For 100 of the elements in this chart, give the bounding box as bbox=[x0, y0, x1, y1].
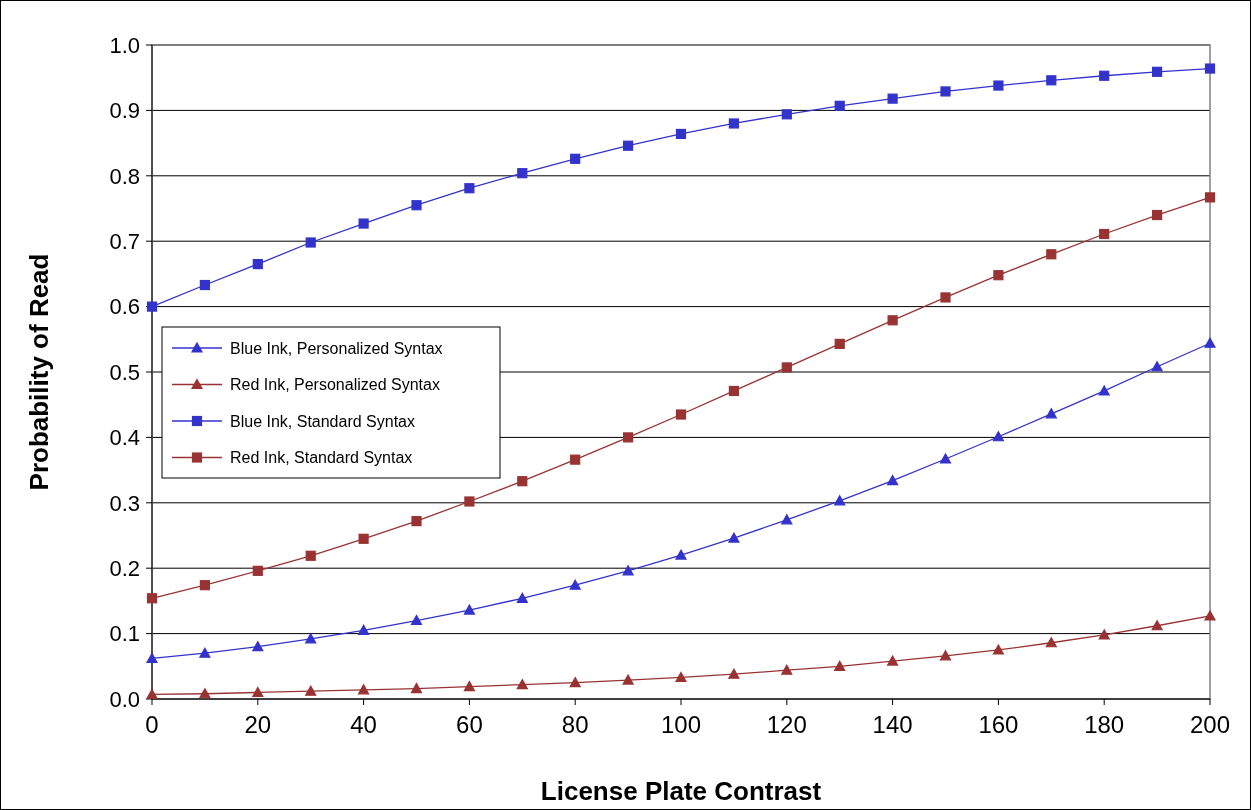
point bbox=[569, 579, 581, 590]
legend-label: Blue Ink, Personalized Syntax bbox=[230, 339, 443, 357]
x-tick-label: 80 bbox=[561, 711, 589, 738]
y-tick-label: 0.1 bbox=[109, 621, 140, 647]
point bbox=[1152, 66, 1163, 77]
point bbox=[305, 685, 317, 696]
point bbox=[463, 680, 475, 692]
point bbox=[834, 660, 846, 671]
point bbox=[1151, 361, 1163, 372]
x-tick-label: 200 bbox=[1189, 711, 1231, 738]
point bbox=[993, 270, 1004, 281]
point bbox=[728, 385, 739, 397]
point bbox=[410, 682, 423, 694]
point bbox=[623, 432, 634, 443]
point bbox=[939, 453, 952, 464]
point bbox=[199, 580, 210, 591]
point bbox=[622, 565, 634, 576]
y-axis-title: Probability of Read bbox=[24, 253, 54, 491]
point bbox=[569, 677, 581, 688]
point bbox=[570, 454, 581, 465]
y-tick-label: 0.3 bbox=[109, 490, 140, 516]
point bbox=[834, 338, 845, 349]
point bbox=[1045, 637, 1057, 648]
point bbox=[199, 647, 211, 658]
point bbox=[252, 258, 263, 270]
point bbox=[675, 128, 687, 140]
point bbox=[1152, 209, 1163, 221]
point bbox=[781, 664, 793, 675]
x-tick-label: 120 bbox=[766, 711, 807, 738]
point bbox=[781, 514, 793, 525]
point bbox=[1204, 63, 1216, 74]
point bbox=[516, 592, 528, 603]
point bbox=[516, 679, 528, 690]
point bbox=[940, 86, 951, 97]
point bbox=[887, 655, 899, 666]
y-tick-label: 0.8 bbox=[109, 163, 140, 189]
point bbox=[358, 218, 369, 229]
point bbox=[728, 668, 740, 679]
point bbox=[517, 476, 528, 487]
point bbox=[1046, 249, 1057, 260]
legend-label: Red Ink, Personalized Syntax bbox=[230, 376, 440, 394]
point bbox=[887, 93, 898, 104]
point bbox=[887, 315, 898, 326]
point bbox=[410, 614, 423, 626]
y-tick-label: 0.6 bbox=[109, 294, 140, 320]
point bbox=[1151, 620, 1163, 631]
x-tick-label: 140 bbox=[872, 711, 913, 738]
x-axis-title: License Plate Contrast bbox=[540, 776, 822, 806]
point bbox=[358, 684, 370, 695]
y-tick-label: 0.2 bbox=[109, 555, 140, 581]
legend-label: Red Ink, Standard Syntax bbox=[230, 449, 413, 467]
point bbox=[675, 549, 687, 560]
x-tick-label: 0 bbox=[145, 711, 159, 738]
point bbox=[728, 118, 739, 129]
point bbox=[1099, 228, 1110, 240]
x-tick-label: 20 bbox=[244, 711, 272, 738]
point bbox=[728, 532, 740, 543]
point bbox=[1045, 408, 1057, 419]
point bbox=[199, 688, 211, 699]
point bbox=[1204, 337, 1216, 348]
y-tick-label: 0.7 bbox=[109, 228, 140, 254]
point bbox=[940, 292, 951, 303]
y-tick-label: 0.0 bbox=[109, 686, 140, 712]
x-tick-label: 100 bbox=[660, 711, 702, 738]
y-tick-label: 1.0 bbox=[109, 32, 140, 58]
point bbox=[1204, 192, 1216, 203]
point bbox=[146, 652, 158, 664]
point bbox=[1098, 385, 1110, 396]
point bbox=[834, 100, 845, 111]
point bbox=[464, 183, 475, 194]
point bbox=[1099, 70, 1110, 81]
point bbox=[305, 550, 316, 561]
y-tick-label: 0.9 bbox=[109, 98, 140, 124]
point bbox=[675, 671, 687, 683]
point bbox=[623, 140, 634, 151]
x-tick-label: 60 bbox=[456, 711, 483, 738]
point bbox=[781, 109, 792, 120]
point bbox=[252, 686, 264, 698]
point bbox=[992, 431, 1004, 442]
point bbox=[463, 604, 475, 615]
y-tick-label: 0.5 bbox=[109, 359, 140, 385]
x-tick-label: 40 bbox=[350, 711, 377, 738]
y-tick-label: 0.4 bbox=[109, 425, 140, 451]
point bbox=[1098, 629, 1110, 640]
point bbox=[992, 644, 1004, 655]
point bbox=[252, 565, 263, 576]
point bbox=[570, 153, 581, 164]
x-tick-label: 160 bbox=[978, 711, 1019, 738]
point bbox=[411, 200, 422, 211]
point bbox=[411, 516, 422, 527]
point bbox=[146, 593, 158, 604]
point bbox=[358, 533, 369, 544]
point bbox=[1204, 610, 1216, 621]
legend-label: Blue Ink, Standard Syntax bbox=[230, 412, 415, 430]
point bbox=[517, 168, 528, 179]
point bbox=[781, 362, 792, 373]
point bbox=[305, 237, 316, 248]
point bbox=[675, 409, 687, 420]
point bbox=[199, 279, 210, 291]
point bbox=[464, 496, 475, 507]
